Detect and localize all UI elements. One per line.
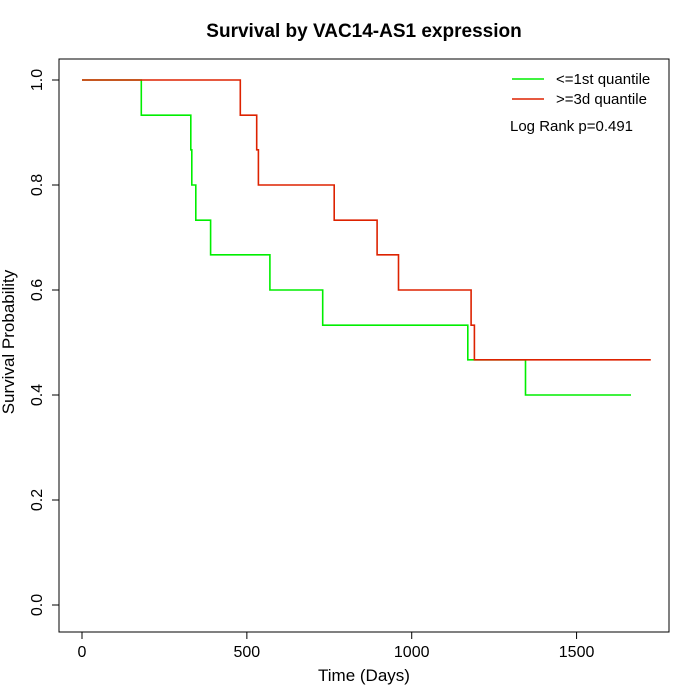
y-tick-label: 0.4 xyxy=(29,384,46,406)
legend: <=1st quantile >=3d quantile xyxy=(512,71,650,108)
y-axis: 0.0 0.2 0.4 0.6 0.8 1.0 xyxy=(29,69,60,616)
x-tick-label: 1500 xyxy=(559,644,595,661)
y-tick-label: 0.6 xyxy=(29,279,46,301)
series-layer xyxy=(82,79,651,396)
chart-title: Survival by VAC14-AS1 expression xyxy=(206,21,521,42)
x-tick-label: 1000 xyxy=(394,644,430,661)
plot-frame xyxy=(58,58,670,633)
series-line-2 xyxy=(82,79,651,361)
legend-label-1: <=1st quantile xyxy=(556,71,650,88)
legend-label-2: >=3d quantile xyxy=(556,91,647,108)
logrank-annotation: Log Rank p=0.491 xyxy=(510,118,633,135)
x-axis: 0 500 1000 1500 xyxy=(78,631,595,661)
x-tick-label: 0 xyxy=(78,644,87,661)
y-tick-label: 0.2 xyxy=(29,489,46,511)
x-axis-label: Time (Days) xyxy=(318,666,410,685)
y-tick-label: 0.0 xyxy=(29,594,46,616)
x-tick-label: 500 xyxy=(234,644,261,661)
y-axis-label: Survival Probability xyxy=(0,269,18,414)
y-tick-label: 0.8 xyxy=(29,174,46,196)
series-line-1 xyxy=(82,79,631,396)
y-tick-label: 1.0 xyxy=(29,69,46,91)
